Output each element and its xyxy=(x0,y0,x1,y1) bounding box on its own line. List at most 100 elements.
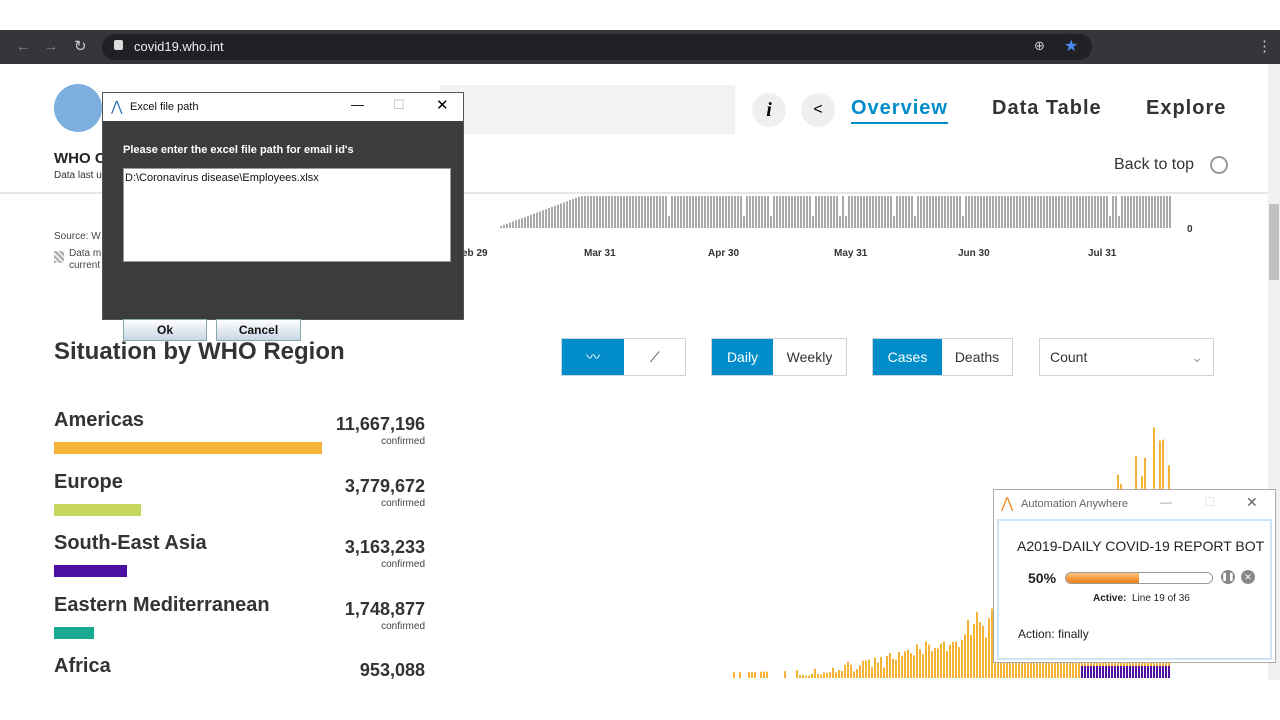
decorative-bar xyxy=(977,196,979,228)
search-box[interactable] xyxy=(440,85,735,134)
decorative-bar xyxy=(539,211,541,228)
back-button[interactable]: ← xyxy=(16,38,30,54)
decorative-bar xyxy=(503,224,505,228)
dropdown-arrow: ⌄ xyxy=(1191,348,1203,365)
decorative-bar xyxy=(1088,196,1090,228)
decorative-bar xyxy=(767,196,769,228)
decorative-bar xyxy=(1150,666,1152,678)
decorative-bar xyxy=(1115,196,1117,228)
scrollbar-thumb[interactable] xyxy=(1269,204,1279,280)
forward-button[interactable]: → xyxy=(44,38,58,54)
decorative-bar xyxy=(1087,666,1089,678)
decorative-bar xyxy=(902,196,904,228)
decorative-bar xyxy=(884,196,886,228)
decorative-bar xyxy=(845,216,847,228)
reload-button[interactable]: ↻ xyxy=(74,38,87,55)
decorative-bar xyxy=(923,196,925,228)
decorative-bar xyxy=(940,643,942,678)
nav-link[interactable]: Explore xyxy=(1146,97,1227,119)
decorative-bar xyxy=(961,639,963,678)
decorative-bar xyxy=(1097,196,1099,228)
decorative-bar xyxy=(905,196,907,228)
decorative-bar xyxy=(1118,216,1120,228)
toggle-button[interactable]: Cases xyxy=(873,339,942,375)
excel-dialog: ⋀ Excel file path — ☐ ✕ Please enter the… xyxy=(102,92,464,341)
info-button[interactable]: i xyxy=(752,93,786,127)
decorative-bar xyxy=(929,196,931,228)
region-name: Americas xyxy=(54,409,145,431)
decorative-bar xyxy=(662,196,664,228)
decorative-bar xyxy=(638,196,640,228)
bookmark-star[interactable]: ★ xyxy=(1064,38,1079,55)
decorative-bar xyxy=(875,196,877,228)
maximize-button[interactable]: ☐ xyxy=(393,97,405,112)
decorative-bar xyxy=(998,196,1000,228)
decorative-bar xyxy=(1025,196,1027,228)
stop-button[interactable]: ✕ xyxy=(1241,570,1255,584)
nav-link[interactable]: Overview xyxy=(851,97,948,124)
decorative-bar xyxy=(818,196,820,228)
nav-link[interactable]: Data Table xyxy=(992,97,1102,119)
pause-button[interactable]: ❚❚ xyxy=(1221,570,1235,584)
who-logo[interactable] xyxy=(54,84,102,132)
maximize-button[interactable]: ☐ xyxy=(1204,495,1215,509)
decorative-bar xyxy=(1099,666,1101,678)
curve-style-button[interactable]: ⟋ xyxy=(649,348,660,365)
decorative-bar xyxy=(677,196,679,228)
decorative-bar xyxy=(1034,196,1036,228)
line-style-button[interactable]: 〰 xyxy=(562,339,625,375)
dialog-titlebar: ⋀ Excel file path — ☐ ✕ xyxy=(103,93,463,121)
decorative-bar xyxy=(748,671,750,678)
decorative-bar xyxy=(542,210,544,228)
toggle-button[interactable]: Weekly xyxy=(786,349,833,365)
decorative-bar xyxy=(656,196,658,228)
decorative-bar xyxy=(766,671,768,678)
decorative-bar xyxy=(722,196,724,228)
decorative-bar xyxy=(796,670,798,678)
close-button[interactable]: ✕ xyxy=(436,97,449,114)
decorative-bar xyxy=(799,675,801,678)
decorative-bar xyxy=(836,196,838,228)
minimize-button[interactable]: — xyxy=(351,97,364,112)
scale-dropdown[interactable]: Count ⌄ xyxy=(1039,338,1214,376)
decorative-bar xyxy=(871,667,873,678)
decorative-bar xyxy=(557,204,559,228)
decorative-bar xyxy=(1058,196,1060,228)
decorative-bar xyxy=(1129,666,1131,678)
decorative-bar xyxy=(1094,196,1096,228)
path-input[interactable]: D:\Coronavirus disease\Employees.xlsx xyxy=(123,168,451,262)
close-button[interactable]: ✕ xyxy=(1246,494,1258,510)
region-value: 3,779,672 xyxy=(344,475,425,496)
address-bar[interactable]: covid19.who.int ⊕ ★ xyxy=(102,34,1092,60)
toggle-button[interactable]: Daily xyxy=(712,339,773,375)
dialog-title: Excel file path xyxy=(130,101,199,113)
back-to-top[interactable]: Back to top xyxy=(1114,156,1195,173)
decorative-bar xyxy=(980,196,982,228)
minimize-button[interactable]: — xyxy=(1160,495,1172,509)
chart-style-toggle: 〰 ⟋ xyxy=(561,338,686,376)
region-name: Eastern Mediterranean xyxy=(54,593,270,616)
bot-name: A2019-DAILY COVID-19 REPORT BOT xyxy=(1017,538,1265,554)
globe-icon[interactable] xyxy=(1210,156,1228,174)
ok-button[interactable]: Ok xyxy=(123,319,207,341)
share-button[interactable]: < xyxy=(801,93,835,127)
decorative-bar xyxy=(659,196,661,228)
zoom-icon[interactable]: ⊕ xyxy=(1034,38,1045,53)
decorative-bar xyxy=(763,671,765,678)
decorative-bar xyxy=(704,196,706,228)
decorative-bar xyxy=(788,196,790,228)
menu-button[interactable]: ⋮ xyxy=(1257,38,1272,55)
decorative-bar xyxy=(551,206,553,228)
decorative-bar xyxy=(733,672,735,678)
decorative-bar xyxy=(848,196,850,228)
decorative-bar xyxy=(1108,666,1110,678)
decorative-bar xyxy=(527,215,529,228)
decorative-bar xyxy=(881,196,883,228)
toggle-button[interactable]: Deaths xyxy=(954,349,1000,365)
decorative-bar xyxy=(1127,196,1129,228)
decorative-bar xyxy=(1153,666,1155,678)
decorative-bar xyxy=(626,196,628,228)
decorative-bar xyxy=(938,196,940,228)
cancel-button[interactable]: Cancel xyxy=(216,319,301,341)
decorative-bar xyxy=(874,657,876,678)
